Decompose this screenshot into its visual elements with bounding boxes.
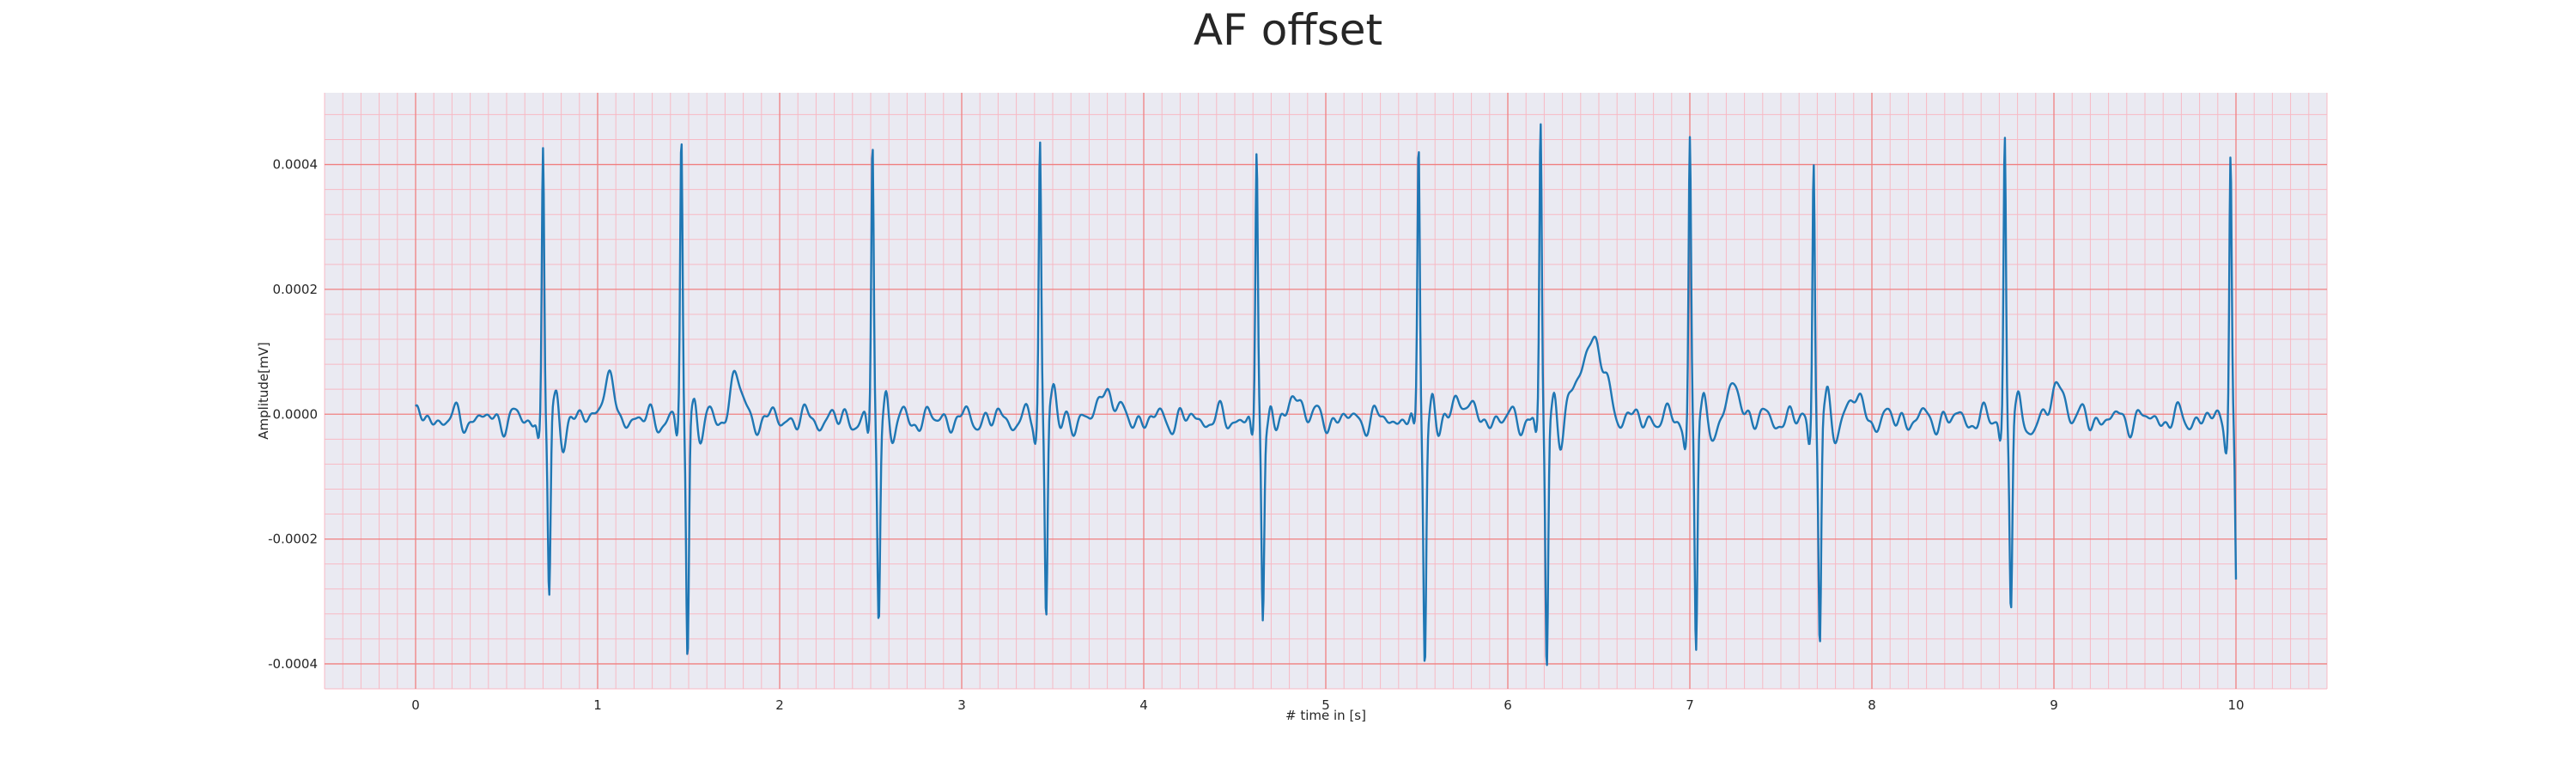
series-line [415,123,2238,666]
x-tick-label: 6 [1504,697,1512,713]
x-tick-label: 0 [411,697,420,713]
x-tick-labels: 0 1 2 3 4 5 6 7 8 9 10 [411,697,2244,713]
y-tick-label: 0.0002 [273,282,319,297]
x-tick-label: 8 [1868,697,1876,713]
x-axis-label: # time in [s] [1285,708,1366,723]
x-tick-label: 1 [593,697,602,713]
x-tick-label: 5 [1321,697,1330,713]
y-tick-label: 0.0004 [273,157,319,173]
x-tick-label: 10 [2227,697,2244,713]
x-tick-label: 4 [1139,697,1148,713]
x-tick-label: 7 [1686,697,1694,713]
chart-title: AF offset [1194,5,1382,55]
y-tick-label: 0.0000 [273,406,319,422]
y-axis-label: Amplitude[mV] [256,342,271,439]
y-tick-label: -0.0002 [268,532,318,547]
x-tick-label: 9 [2050,697,2058,713]
x-tick-label: 3 [957,697,966,713]
y-tick-labels: -0.0004 -0.0002 0.0000 0.0002 0.0004 [268,157,318,672]
y-tick-label: -0.0004 [268,656,318,672]
x-tick-label: 2 [775,697,784,713]
